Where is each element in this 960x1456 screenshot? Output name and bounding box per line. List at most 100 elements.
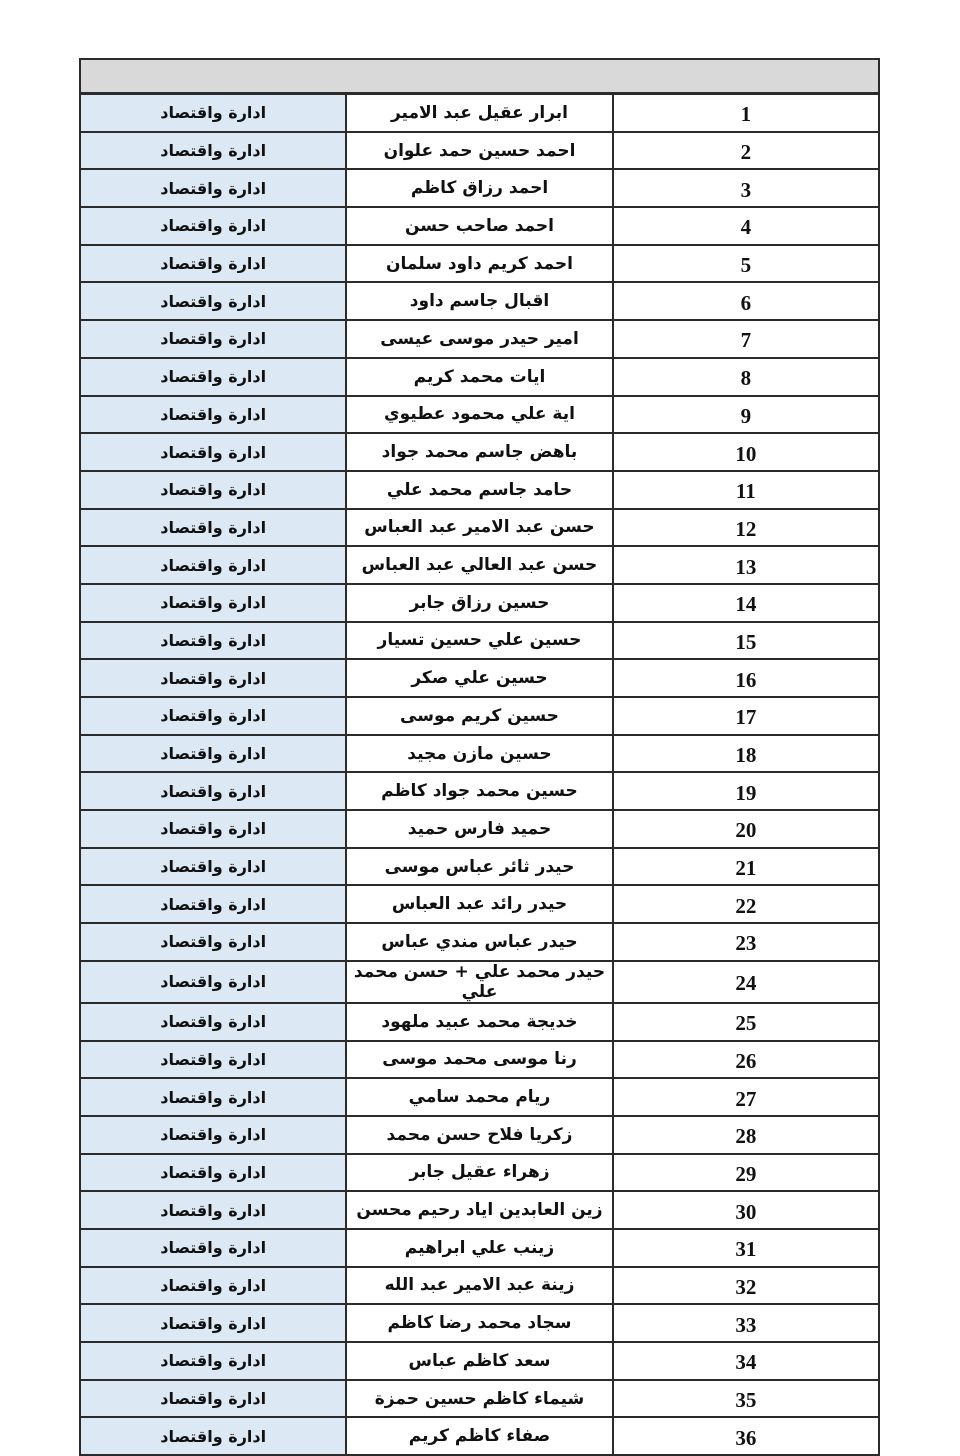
department-cell: ادارة واقتصاد xyxy=(78,733,348,774)
number-cell: 26 xyxy=(611,1039,881,1080)
department-cell: ادارة واقتصاد xyxy=(78,922,348,962)
table-row: ادارة واقتصاد سجاد محمد رضا كاظم 33 xyxy=(78,1303,881,1343)
number-cell: 28 xyxy=(611,1114,881,1155)
table-row: ادارة واقتصاد حسين محمد جواد كاظم 19 xyxy=(78,771,881,812)
name-cell: حسين كريم موسى xyxy=(345,696,614,736)
name-cell: زينب علي ابراهيم xyxy=(345,1227,614,1268)
name-cell: حيدر محمد علي + حسن محمد علي xyxy=(345,959,614,1004)
name-cell: احمد رزاق كاظم xyxy=(345,168,614,209)
name-cell: ابرار عقيل عبد الامير xyxy=(345,92,614,133)
department-cell: ادارة واقتصاد xyxy=(78,1077,348,1117)
department-cell: ادارة واقتصاد xyxy=(78,959,348,1004)
number-cell: 23 xyxy=(611,922,881,962)
department-cell: ادارة واقتصاد xyxy=(78,1341,348,1381)
table-row: ادارة واقتصاد حسين رزاق جابر 14 xyxy=(78,582,881,623)
department-cell: ادارة واقتصاد xyxy=(78,1265,348,1306)
table-row: ادارة واقتصاد سعد كاظم عباس 34 xyxy=(78,1341,881,1381)
name-cell: اقبال جاسم داود xyxy=(345,281,614,322)
department-cell: ادارة واقتصاد xyxy=(78,243,348,284)
name-cell: رنا موسى محمد موسى xyxy=(345,1039,614,1080)
department-cell: ادارة واقتصاد xyxy=(78,1227,348,1268)
table-row: ادارة واقتصاد حسين علي حسين تسيار 15 xyxy=(78,620,881,661)
number-cell: 32 xyxy=(611,1265,881,1306)
table-row: ادارة واقتصاد خديجة محمد عبيد ملهود 25 xyxy=(78,1001,881,1042)
name-cell: خديجة محمد عبيد ملهود xyxy=(345,1001,614,1042)
number-cell: 14 xyxy=(611,582,881,623)
table-row: ادارة واقتصاد احمد كريم داود سلمان 5 xyxy=(78,243,881,284)
number-cell: 7 xyxy=(611,319,881,359)
number-cell: 34 xyxy=(611,1341,881,1381)
number-cell: 9 xyxy=(611,394,881,435)
table-row: ادارة واقتصاد حامد جاسم محمد علي 11 xyxy=(78,469,881,510)
name-cell: شيماء كاظم حسين حمزة xyxy=(345,1378,614,1419)
table-row: ادارة واقتصاد شيماء كاظم حسين حمزة 35 xyxy=(78,1378,881,1419)
table-row: ادارة واقتصاد حيدر محمد علي + حسن محمد عل… xyxy=(78,959,881,1004)
number-cell: 11 xyxy=(611,469,881,510)
number-cell: 24 xyxy=(611,959,881,1004)
department-cell: ادارة واقتصاد xyxy=(78,884,348,925)
table-row: ادارة واقتصاد احمد صاحب حسن 4 xyxy=(78,206,881,246)
table-row: ادارة واقتصاد امير حيدر موسى عيسى 7 xyxy=(78,319,881,359)
table-row: ادارة واقتصاد حيدر ثائر عباس موسى 21 xyxy=(78,846,881,887)
department-cell: ادارة واقتصاد xyxy=(78,206,348,246)
number-cell: 30 xyxy=(611,1190,881,1230)
department-cell: ادارة واقتصاد xyxy=(78,356,348,397)
number-cell: 5 xyxy=(611,243,881,284)
table-row: ادارة واقتصاد زكريا فلاح حسن محمد 28 xyxy=(78,1114,881,1155)
department-cell: ادارة واقتصاد xyxy=(78,394,348,435)
department-cell: ادارة واقتصاد xyxy=(78,1303,348,1343)
department-cell: ادارة واقتصاد xyxy=(78,432,348,472)
number-cell: 10 xyxy=(611,432,881,472)
name-cell: ريام محمد سامي xyxy=(345,1077,614,1117)
table-row: ادارة واقتصاد حيدر رائد عبد العباس 22 xyxy=(78,884,881,925)
department-cell: ادارة واقتصاد xyxy=(78,1001,348,1042)
name-cell: زهراء عقيل جابر xyxy=(345,1152,614,1193)
table-row: ادارة واقتصاد حسين علي صكر 16 xyxy=(78,658,881,698)
number-cell: 35 xyxy=(611,1378,881,1419)
name-cell: حميد فارس حميد xyxy=(345,809,614,849)
department-cell: ادارة واقتصاد xyxy=(78,130,348,171)
table-row: ادارة واقتصاد احمد رزاق كاظم 3 xyxy=(78,168,881,209)
number-cell: 6 xyxy=(611,281,881,322)
number-cell: 27 xyxy=(611,1077,881,1117)
header-row xyxy=(79,58,880,95)
table-row: ادارة واقتصاد اقبال جاسم داود 6 xyxy=(78,281,881,322)
number-cell: 20 xyxy=(611,809,881,849)
name-cell: صفاء كاظم كريم xyxy=(345,1416,614,1456)
number-cell: 36 xyxy=(611,1416,881,1456)
department-cell: ادارة واقتصاد xyxy=(78,658,348,698)
name-cell: امير حيدر موسى عيسى xyxy=(345,319,614,359)
department-cell: ادارة واقتصاد xyxy=(78,168,348,209)
number-cell: 29 xyxy=(611,1152,881,1193)
department-cell: ادارة واقتصاد xyxy=(78,92,348,133)
header-cell xyxy=(79,58,880,95)
name-cell: حامد جاسم محمد علي xyxy=(345,469,614,510)
table-row: ادارة واقتصاد ابرار عقيل عبد الامير 1 xyxy=(78,92,881,133)
name-cell: زكريا فلاح حسن محمد xyxy=(345,1114,614,1155)
table-row: ادارة واقتصاد حيدر عباس مندي عباس 23 xyxy=(78,922,881,962)
department-cell: ادارة واقتصاد xyxy=(78,1039,348,1080)
name-cell: حسين علي صكر xyxy=(345,658,614,698)
number-cell: 17 xyxy=(611,696,881,736)
number-cell: 15 xyxy=(611,620,881,661)
name-cell: حسين رزاق جابر xyxy=(345,582,614,623)
name-cell: حسين علي حسين تسيار xyxy=(345,620,614,661)
table-row: ادارة واقتصاد حسين مازن مجيد 18 xyxy=(78,733,881,774)
table-row: ادارة واقتصاد احمد حسين حمد علوان 2 xyxy=(78,130,881,171)
name-cell: حسين محمد جواد كاظم xyxy=(345,771,614,812)
number-cell: 12 xyxy=(611,507,881,548)
number-cell: 33 xyxy=(611,1303,881,1343)
table-body: ادارة واقتصاد ابرار عقيل عبد الامير 1 ادارة… xyxy=(78,58,881,1456)
table-row: ادارة واقتصاد رنا موسى محمد موسى 26 xyxy=(78,1039,881,1080)
name-cell: باهض جاسم محمد جواد xyxy=(345,432,614,472)
department-cell: ادارة واقتصاد xyxy=(78,1190,348,1230)
department-cell: ادارة واقتصاد xyxy=(78,319,348,359)
number-cell: 19 xyxy=(611,771,881,812)
name-cell: حيدر عباس مندي عباس xyxy=(345,922,614,962)
number-cell: 31 xyxy=(611,1227,881,1268)
table-row: ادارة واقتصاد حسين كريم موسى 17 xyxy=(78,696,881,736)
name-cell: حيدر ثائر عباس موسى xyxy=(345,846,614,887)
number-cell: 21 xyxy=(611,846,881,887)
department-cell: ادارة واقتصاد xyxy=(78,1114,348,1155)
name-cell: سعد كاظم عباس xyxy=(345,1341,614,1381)
